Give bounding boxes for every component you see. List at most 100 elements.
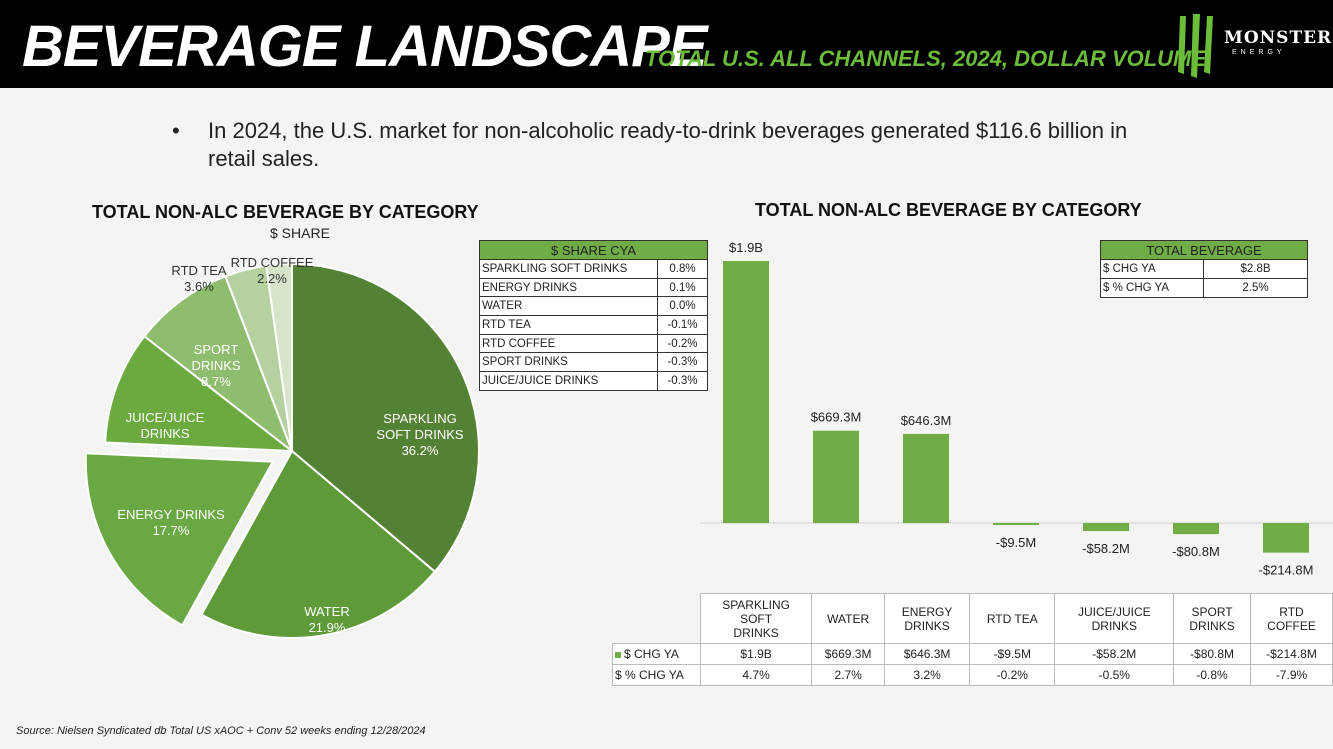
table-cell: -$58.2M [1054, 643, 1175, 665]
total-row-label: $ % CHG YA [1100, 278, 1204, 298]
bullet-text: In 2024, the U.S. market for non-alcohol… [208, 118, 1128, 171]
table-row: $ % CHG YA 4.7% 2.7% 3.2% -0.2% -0.5% -0.8% -7… [612, 664, 1333, 686]
bullet-glyph: • [172, 118, 180, 143]
table-row: RTD TEA -0.1% [479, 315, 708, 335]
category-header: RTD TEA [969, 593, 1056, 644]
table-cell: 2.7% [811, 664, 886, 686]
table-cell: -0.8% [1173, 664, 1251, 686]
bar-data-label: -$214.8M [1259, 563, 1314, 578]
bar [813, 430, 859, 523]
table-cell: 4.7% [699, 664, 813, 686]
pie-slice-label: SPARKLING SOFT DRINKS 36.2% [376, 411, 463, 458]
series-name: $ % CHG YA [615, 668, 684, 682]
share-row-value: -0.2% [657, 333, 708, 354]
claw-icon [1178, 14, 1213, 78]
pie-slice-label: WATER 21.9% [304, 604, 350, 635]
logo-text: MONSTER [1224, 28, 1333, 48]
bar [993, 523, 1039, 525]
bar [1083, 523, 1129, 532]
pie-chart-subtitle: $ SHARE [270, 225, 330, 241]
pie-slice-label: SPORT DRINKS 8.7% [191, 342, 240, 389]
share-row-value: -0.3% [657, 371, 708, 391]
share-cya-table: $ SHARE CYA SPARKLING SOFT DRINKS 0.8% EN… [479, 240, 708, 391]
bar-data-table: SPARKLING SOFT DRINKS WATER ENERGY DRINKS RTD … [612, 593, 1333, 686]
table-cell: $646.3M [884, 643, 971, 665]
category-header: WATER [811, 593, 886, 644]
share-row-value: 0.1% [657, 277, 708, 298]
logo-subtext: ENERGY [1232, 49, 1286, 56]
table-row: ENERGY DRINKS 0.1% [479, 277, 708, 298]
data-table-header-row: SPARKLING SOFT DRINKS WATER ENERGY DRINKS RTD … [613, 593, 1333, 644]
table-cell: $1.9B [699, 643, 813, 665]
pie-slice-label: JUICE/JUICE DRINKS 9.8% [126, 410, 205, 457]
table-row: $ CHG YA $2.8B [1100, 259, 1308, 279]
category-header: JUICE/JUICE DRINKS [1054, 593, 1175, 644]
category-header: RTD COFFEE [1249, 593, 1333, 644]
total-row-label: $ CHG YA [1100, 259, 1204, 279]
table-cell: -$9.5M [969, 643, 1056, 665]
bar-data-label: -$80.8M [1172, 544, 1220, 559]
bar-chart-title: TOTAL NON-ALC BEVERAGE BY CATEGORY [755, 200, 1142, 220]
pie-slice [142, 274, 295, 454]
category-header: SPORT DRINKS [1173, 593, 1251, 644]
page-title: BEVERAGE LANDSCAPE [22, 14, 708, 79]
source-note: Source: Nielsen Syndicated db Total US x… [16, 725, 426, 737]
table-cell: -$80.8M [1173, 643, 1251, 665]
page-subtitle: TOTAL U.S. ALL CHANNELS, 2024, DOLLAR VO… [645, 46, 1207, 71]
pie-slice-label: RTD COFFEE 2.2% [231, 255, 314, 286]
share-row-label: JUICE/JUICE DRINKS [479, 371, 658, 391]
total-table-header: TOTAL BEVERAGE [1100, 240, 1308, 260]
table-cell: 3.2% [884, 664, 971, 686]
table-row: $ % CHG YA 2.5% [1100, 278, 1308, 298]
table-row: JUICE/JUICE DRINKS -0.3% [479, 371, 708, 391]
bar-data-label: $669.3M [811, 410, 862, 425]
bar [723, 261, 769, 523]
pie-slice-label: RTD TEA 3.6% [171, 263, 226, 294]
blank-header-cell [613, 594, 701, 644]
table-cell: $669.3M [811, 643, 886, 665]
pie-slice [265, 262, 293, 452]
bar-data-label: $646.3M [901, 413, 952, 428]
series-label: $ CHG YA [612, 643, 701, 665]
pie-chart-title: TOTAL NON-ALC BEVERAGE BY CATEGORY [92, 202, 479, 222]
table-cell: -$214.8M [1249, 643, 1333, 665]
total-beverage-table: TOTAL BEVERAGE $ CHG YA $2.8B $ % CHG YA 2… [1100, 240, 1308, 298]
header-bar: BEVERAGE LANDSCAPE TOTAL U.S. ALL CHANNE… [0, 0, 1333, 88]
share-row-value: 0.0% [657, 296, 708, 317]
share-row-label: RTD COFFEE [479, 333, 658, 354]
bar [1173, 523, 1219, 535]
pie-slice [291, 262, 480, 574]
share-row-value: 0.8% [657, 259, 708, 279]
category-header: SPARKLING SOFT DRINKS [699, 593, 813, 644]
table-row: SPARKLING SOFT DRINKS 0.8% [479, 259, 708, 279]
category-header: ENERGY DRINKS [884, 593, 971, 644]
share-row-label: RTD TEA [479, 315, 658, 335]
table-cell: -7.9% [1249, 664, 1333, 686]
bar [903, 433, 949, 523]
total-row-value: 2.5% [1203, 278, 1308, 298]
series-label: $ % CHG YA [612, 664, 701, 686]
bar-data-label: $1.9B [729, 240, 763, 255]
share-row-label: SPARKLING SOFT DRINKS [479, 259, 658, 279]
table-row: WATER 0.0% [479, 296, 708, 317]
pie-slice [200, 449, 437, 639]
monster-logo: MONSTER ENERGY [1172, 12, 1331, 80]
table-row: RTD COFFEE -0.2% [479, 333, 708, 354]
series-name: $ CHG YA [624, 647, 679, 661]
bar-data-label: -$9.5M [996, 535, 1036, 550]
share-row-label: ENERGY DRINKS [479, 277, 658, 298]
table-cell: -0.2% [969, 664, 1056, 686]
total-row-value: $2.8B [1203, 259, 1308, 279]
pie-slice [84, 452, 275, 627]
table-row: $ CHG YA $1.9B $669.3M $646.3M -$9.5M -$58.2… [612, 643, 1333, 665]
pie-slice-label: ENERGY DRINKS 17.7% [117, 507, 225, 538]
summary-bullet: • In 2024, the U.S. market for non-alcoh… [172, 117, 1132, 173]
share-row-label: SPORT DRINKS [479, 352, 658, 373]
pie-slice [104, 334, 296, 453]
bar-data-label: -$58.2M [1082, 541, 1130, 556]
table-cell: -0.5% [1054, 664, 1175, 686]
share-table-header: $ SHARE CYA [479, 240, 708, 260]
bar [1263, 523, 1309, 553]
